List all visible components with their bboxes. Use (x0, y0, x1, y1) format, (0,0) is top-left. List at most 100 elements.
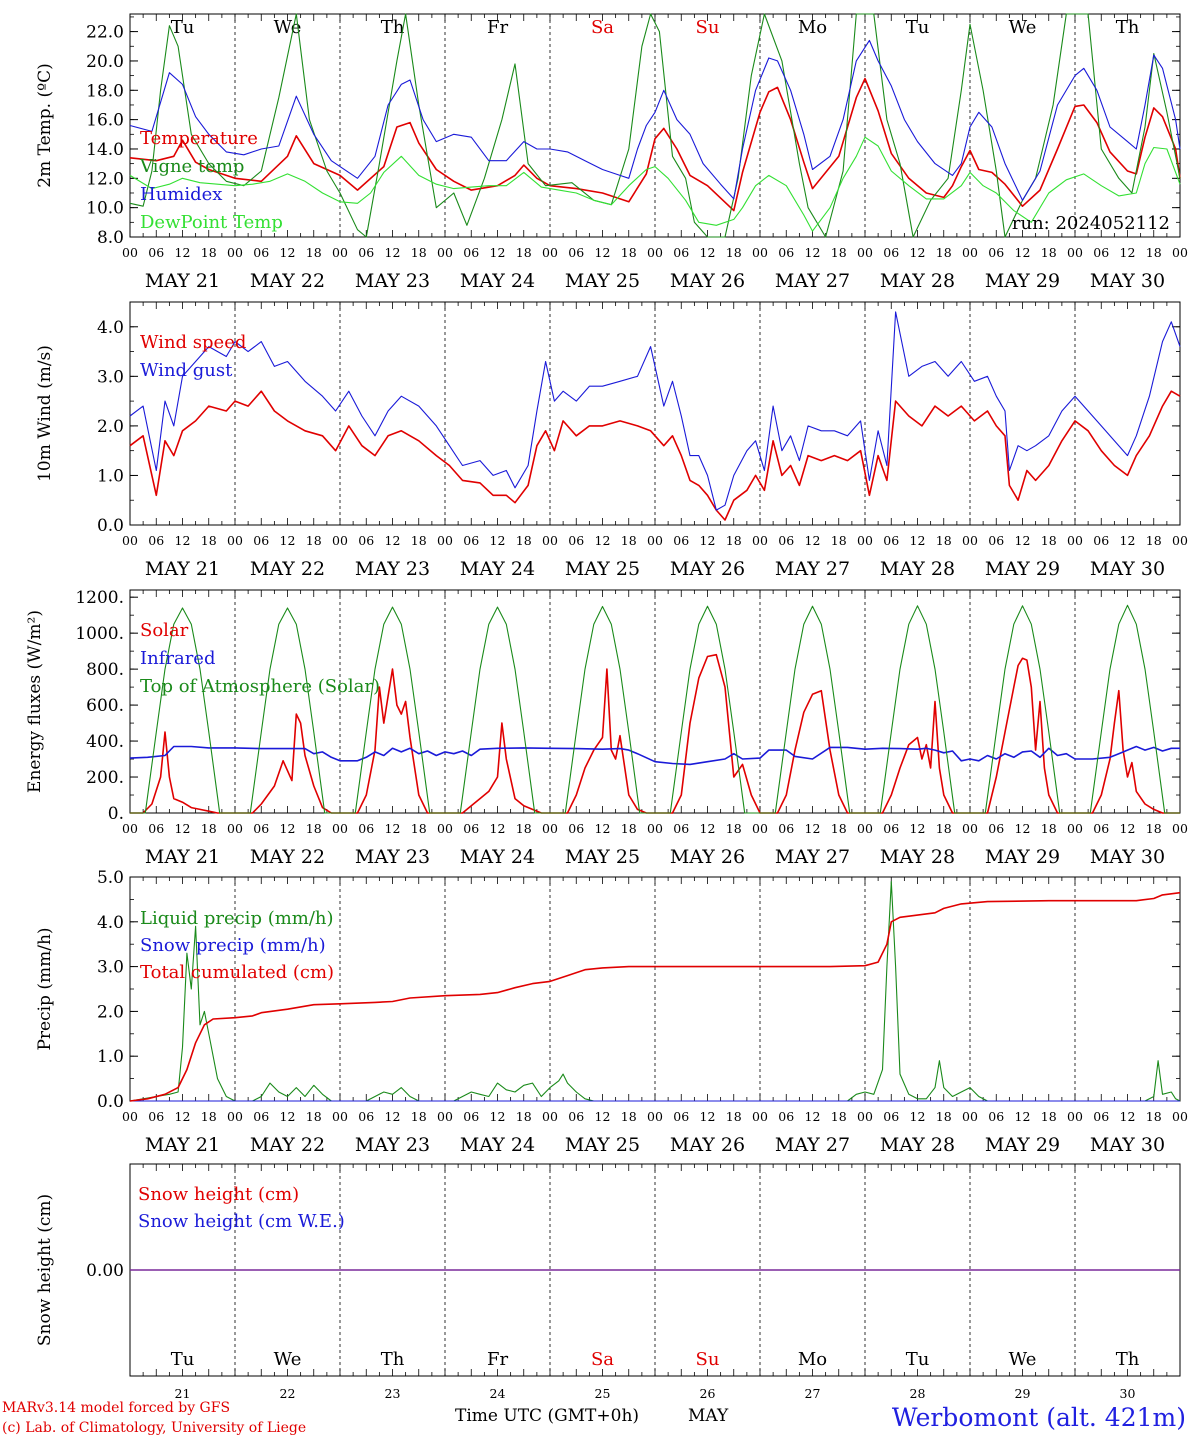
hour-tick-label: 06 (148, 533, 164, 548)
date-label: MAY 24 (460, 558, 535, 580)
hour-tick-label: 06 (1093, 1109, 1109, 1124)
day-number-label: 23 (385, 1386, 401, 1401)
y-tick-label: 4.0 (97, 318, 124, 338)
hour-tick-label: 18 (411, 1109, 427, 1124)
hour-tick-label: 06 (568, 533, 584, 548)
date-label: MAY 26 (670, 558, 745, 580)
date-label: MAY 27 (775, 270, 850, 292)
hour-tick-label: 00 (1172, 533, 1188, 548)
hour-tick-label: 12 (385, 821, 401, 836)
hour-tick-label: 00 (332, 245, 348, 260)
y-tick-label: 20.0 (86, 52, 124, 72)
weekday-label: Fr (487, 1349, 508, 1370)
hour-tick-label: 18 (201, 245, 217, 260)
date-label: MAY 29 (985, 558, 1060, 580)
hour-tick-label: 00 (227, 533, 243, 548)
weekday-label: We (1009, 17, 1037, 38)
legend-entry: Wind speed (140, 332, 246, 353)
hour-tick-label: 18 (1146, 821, 1162, 836)
day-number-label: 25 (595, 1386, 611, 1401)
hour-tick-label: 12 (700, 1109, 716, 1124)
hour-tick-label: 18 (411, 533, 427, 548)
hour-tick-label: 12 (805, 245, 821, 260)
hour-tick-label: 00 (962, 245, 978, 260)
date-label: MAY 26 (670, 270, 745, 292)
date-label: MAY 29 (985, 846, 1060, 868)
day-number-label: 30 (1120, 1386, 1136, 1401)
y-tick-label: 16.0 (86, 111, 124, 131)
date-label: MAY 23 (355, 846, 430, 868)
weekday-label: Mo (798, 17, 827, 38)
hour-tick-label: 12 (805, 821, 821, 836)
hour-tick-label: 18 (1146, 1109, 1162, 1124)
y-tick-label: 1000. (75, 624, 124, 644)
hour-tick-label: 06 (358, 245, 374, 260)
hour-tick-label: 06 (883, 1109, 899, 1124)
y-tick-label: 3.0 (97, 367, 124, 387)
chart-panel-1: 8.0 10.0 12.0 14.0 16.0 18.0 20.0 22.0 2m Temp. … (35, 13, 1188, 292)
hour-tick-label: 12 (280, 1109, 296, 1124)
date-label: MAY 28 (880, 270, 955, 292)
hour-tick-label: 12 (385, 533, 401, 548)
hour-tick-label: 06 (778, 1109, 794, 1124)
hour-tick-label: 00 (647, 245, 663, 260)
y-tick-label: 3.0 (97, 958, 124, 978)
hour-tick-label: 18 (306, 245, 322, 260)
date-label: MAY 29 (985, 270, 1060, 292)
hour-tick-label: 12 (280, 821, 296, 836)
hour-tick-label: 00 (647, 1109, 663, 1124)
time-axis-label: Time UTC (GMT+0h) (455, 1406, 640, 1426)
legend-entry: DewPoint Temp (140, 212, 283, 233)
hour-tick-label: 00 (752, 245, 768, 260)
date-label: MAY 22 (250, 270, 325, 292)
hour-tick-label: 18 (516, 245, 532, 260)
y-tick-label: 4.0 (97, 913, 124, 933)
hour-tick-label: 00 (542, 245, 558, 260)
y-tick-label: 8.0 (97, 228, 124, 248)
hour-tick-label: 00 (752, 821, 768, 836)
hour-tick-label: 06 (673, 1109, 689, 1124)
date-label: MAY 28 (880, 1134, 955, 1156)
hour-tick-label: 18 (831, 1109, 847, 1124)
y-tick-label: 1.0 (97, 1047, 124, 1067)
hour-tick-label: 06 (463, 1109, 479, 1124)
hour-tick-label: 18 (936, 1109, 952, 1124)
date-label: MAY 26 (670, 1134, 745, 1156)
hour-tick-label: 06 (778, 245, 794, 260)
hour-tick-label: 06 (988, 533, 1004, 548)
hour-tick-label: 00 (752, 533, 768, 548)
hour-tick-label: 18 (516, 533, 532, 548)
hour-tick-label: 18 (516, 821, 532, 836)
hour-tick-label: 00 (857, 245, 873, 260)
panel-frame (129, 13, 1181, 238)
hour-tick-label: 12 (805, 533, 821, 548)
model-credit: MARv3.14 model forced by GFS (2, 1400, 231, 1416)
day-number-label: 21 (175, 1386, 191, 1401)
run-annotation: run: 2024052112 (1012, 213, 1170, 234)
weekday-label: Su (696, 1349, 720, 1370)
hour-tick-label: 12 (1015, 1109, 1031, 1124)
hour-tick-label: 00 (1067, 245, 1083, 260)
hour-tick-label: 00 (962, 533, 978, 548)
hour-tick-label: 12 (910, 245, 926, 260)
date-label: MAY 27 (775, 846, 850, 868)
y-tick-label: 2.0 (97, 417, 124, 437)
hour-tick-label: 12 (1015, 821, 1031, 836)
hour-tick-label: 12 (490, 245, 506, 260)
hour-tick-label: 00 (1172, 821, 1188, 836)
date-label: MAY 21 (145, 1134, 220, 1156)
hour-tick-label: 12 (595, 1109, 611, 1124)
series-line-3 (129, 39, 1181, 201)
hour-tick-label: 18 (306, 1109, 322, 1124)
date-label: MAY 30 (1090, 270, 1165, 292)
hour-tick-label: 12 (1120, 533, 1136, 548)
day-number-label: 24 (490, 1386, 506, 1401)
y-tick-label: 0.0 (97, 516, 124, 536)
y-tick-label: 0.00 (86, 1261, 124, 1281)
series-line-1 (129, 77, 1181, 212)
y-tick-label: 0.0 (97, 1092, 124, 1112)
legend-entry: Temperature (140, 128, 258, 149)
month-label: MAY (688, 1406, 729, 1426)
hour-tick-label: 00 (542, 533, 558, 548)
date-label: MAY 21 (145, 846, 220, 868)
